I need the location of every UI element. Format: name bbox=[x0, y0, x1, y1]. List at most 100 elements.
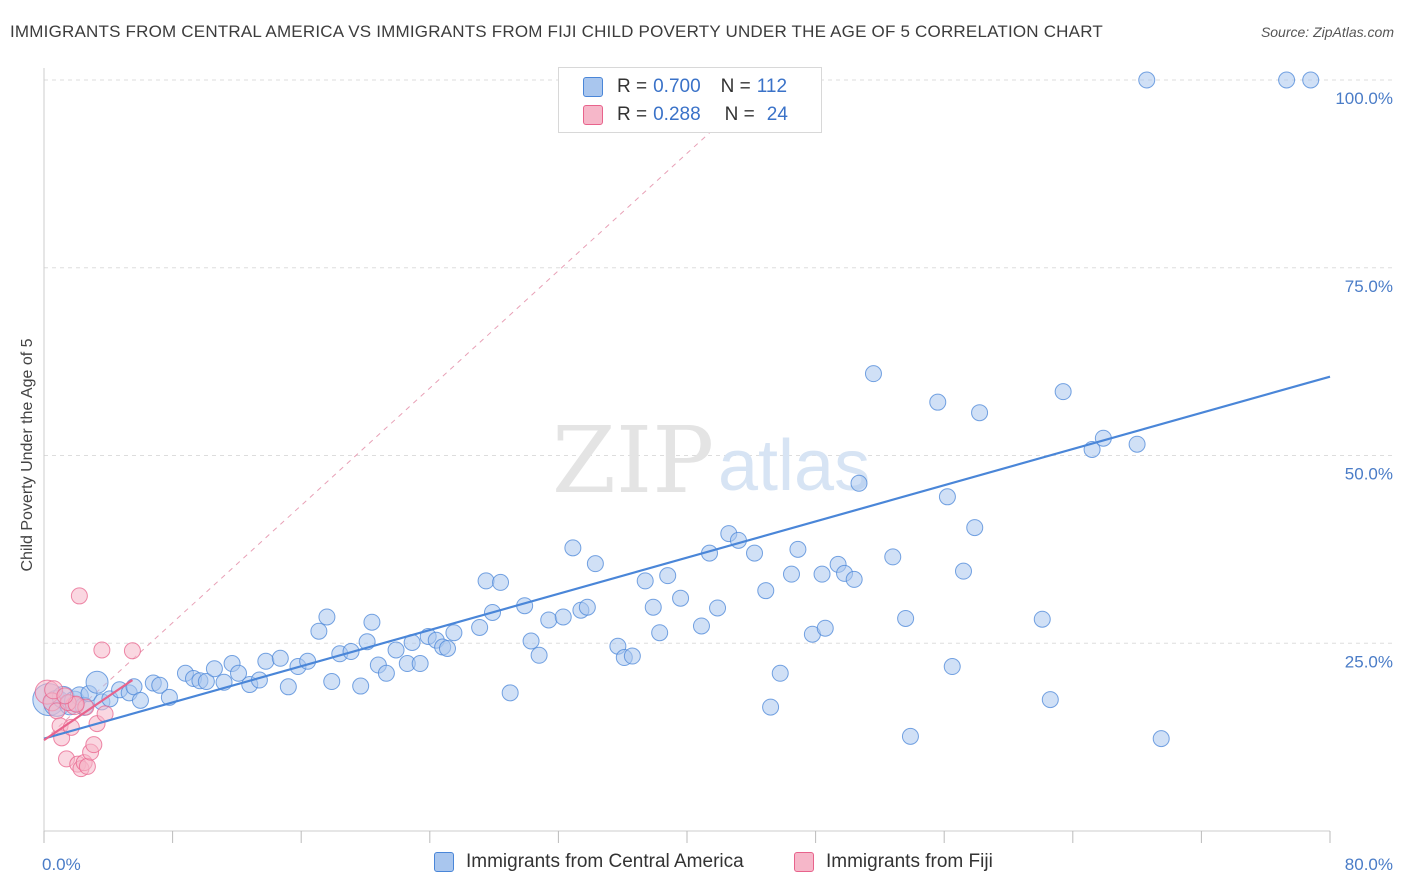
legend-swatch-blue bbox=[583, 77, 603, 97]
point-central-america bbox=[230, 664, 248, 682]
point-central-america bbox=[530, 646, 548, 664]
point-fiji bbox=[70, 587, 88, 605]
point-central-america bbox=[554, 608, 572, 626]
point-central-america bbox=[352, 677, 370, 695]
point-fiji bbox=[123, 642, 141, 660]
y-tick-label: 100.0% bbox=[1335, 89, 1393, 108]
reference-dashed-line bbox=[43, 79, 768, 741]
series-central-america-points bbox=[32, 71, 1320, 748]
point-central-america bbox=[636, 572, 654, 590]
point-central-america bbox=[816, 619, 834, 637]
point-central-america bbox=[813, 565, 831, 583]
legend-row-fiji: R = 0.288 N = 24 bbox=[583, 101, 788, 129]
point-central-america bbox=[971, 404, 989, 422]
point-central-america bbox=[411, 655, 429, 673]
gridlines bbox=[44, 79, 1395, 644]
point-central-america bbox=[197, 673, 215, 691]
bottom-legend-label: Immigrants from Central America bbox=[466, 851, 744, 872]
legend-r-value: 0.700 bbox=[653, 76, 701, 97]
point-central-america bbox=[310, 622, 328, 640]
point-central-america bbox=[1041, 691, 1059, 709]
point-central-america bbox=[651, 624, 669, 642]
watermark: ZIP atlas bbox=[552, 407, 870, 514]
y-tick-label: 75.0% bbox=[1345, 277, 1393, 296]
point-central-america bbox=[586, 555, 604, 573]
legend-r-label: R = bbox=[617, 76, 648, 97]
point-fiji bbox=[93, 641, 111, 659]
point-central-america bbox=[850, 474, 868, 492]
source-label: Source: ZipAtlas.com bbox=[1260, 24, 1394, 40]
legend-r-label: R = bbox=[617, 104, 648, 125]
point-central-america bbox=[323, 673, 341, 691]
point-central-america bbox=[1138, 71, 1156, 89]
point-central-america bbox=[943, 658, 961, 676]
legend-swatch-pink bbox=[583, 105, 603, 125]
point-central-america bbox=[279, 678, 297, 696]
bottom-legend-label: Immigrants from Fiji bbox=[826, 851, 993, 872]
series-fiji-points bbox=[34, 587, 141, 778]
point-central-america bbox=[1128, 435, 1146, 453]
point-central-america bbox=[864, 365, 882, 383]
point-central-america bbox=[471, 618, 489, 636]
point-central-america bbox=[746, 544, 764, 562]
trend-lines bbox=[43, 375, 1331, 742]
y-tick-label: 25.0% bbox=[1345, 652, 1393, 671]
legend-n-label: N = bbox=[720, 76, 751, 97]
reference-line bbox=[43, 79, 768, 741]
point-central-america bbox=[771, 664, 789, 682]
legend-row-central-america: R = 0.700 N = 112 bbox=[583, 73, 787, 101]
point-central-america bbox=[540, 611, 558, 629]
correlation-legend: R = 0.700 N = 112 R = 0.288 N = 24 bbox=[558, 67, 822, 133]
legend-n-value: 24 bbox=[766, 104, 788, 125]
x-tick-labels: 0.0% 80.0% bbox=[42, 855, 1393, 874]
point-central-america bbox=[205, 660, 223, 678]
point-central-america bbox=[709, 599, 727, 617]
point-central-america bbox=[762, 698, 780, 716]
point-central-america bbox=[782, 565, 800, 583]
legend-n-label: N = bbox=[724, 104, 755, 125]
watermark-zip: ZIP bbox=[552, 407, 714, 514]
chart-title: IMMIGRANTS FROM CENTRAL AMERICA VS IMMIG… bbox=[10, 22, 1103, 41]
y-tick-label: 50.0% bbox=[1345, 465, 1393, 484]
bottom-legend-central-america: Immigrants from Central America bbox=[434, 851, 744, 873]
point-central-america bbox=[929, 393, 947, 411]
point-central-america bbox=[1278, 71, 1296, 89]
bottom-legend-swatch-blue bbox=[434, 852, 454, 872]
axes bbox=[43, 68, 1331, 843]
point-central-america bbox=[477, 572, 495, 590]
point-central-america bbox=[438, 640, 456, 658]
point-central-america bbox=[387, 641, 405, 659]
point-central-america bbox=[954, 562, 972, 580]
point-central-america bbox=[757, 582, 775, 600]
point-central-america bbox=[623, 647, 641, 665]
point-central-america bbox=[522, 632, 540, 650]
bottom-legend-fiji: Immigrants from Fiji bbox=[794, 851, 993, 873]
point-central-america bbox=[445, 624, 463, 642]
point-central-america bbox=[85, 670, 109, 694]
point-central-america bbox=[938, 488, 956, 506]
point-central-america bbox=[884, 548, 902, 566]
point-central-america bbox=[578, 598, 596, 616]
x-tick-label: 0.0% bbox=[42, 855, 81, 874]
point-central-america bbox=[966, 519, 984, 537]
trend-line-fiji bbox=[43, 679, 134, 742]
legend-r-value: 0.288 bbox=[653, 104, 701, 125]
point-central-america bbox=[845, 570, 863, 588]
point-central-america bbox=[789, 540, 807, 558]
point-central-america bbox=[1152, 730, 1170, 748]
point-central-america bbox=[271, 649, 289, 667]
point-central-america bbox=[377, 664, 395, 682]
point-central-america bbox=[672, 589, 690, 607]
point-central-america bbox=[501, 684, 519, 702]
point-central-america bbox=[564, 539, 582, 557]
bottom-legend-swatch-pink bbox=[794, 852, 814, 872]
point-central-america bbox=[1033, 610, 1051, 628]
point-fiji bbox=[78, 757, 96, 775]
point-central-america bbox=[729, 531, 747, 549]
point-central-america bbox=[1302, 71, 1320, 89]
point-central-america bbox=[897, 609, 915, 627]
point-central-america bbox=[659, 567, 677, 585]
point-fiji bbox=[85, 736, 103, 754]
watermark-atlas: atlas bbox=[718, 426, 870, 506]
